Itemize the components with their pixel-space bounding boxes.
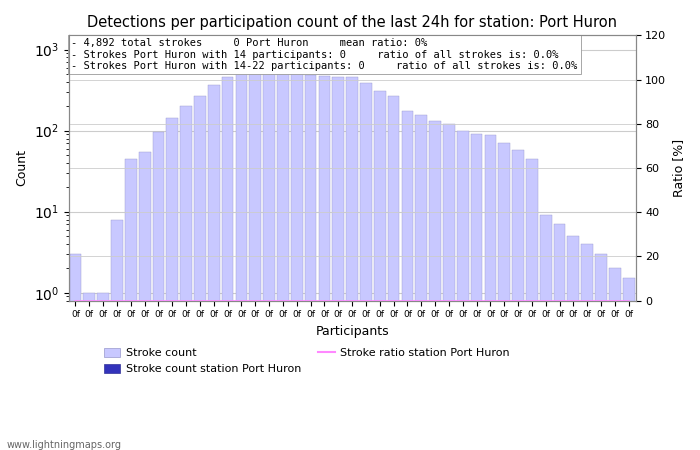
- Bar: [222, 77, 234, 450]
- Bar: [402, 111, 413, 450]
- Bar: [498, 143, 510, 450]
- Bar: [595, 254, 607, 450]
- Bar: [153, 132, 164, 450]
- Bar: [526, 159, 538, 450]
- Bar: [111, 220, 123, 450]
- Bar: [69, 254, 81, 450]
- Bar: [139, 152, 150, 450]
- Y-axis label: Count: Count: [15, 149, 28, 186]
- Text: - 4,892 total strokes     0 Port Huron     mean ratio: 0%
- Strokes Port Huron w: - 4,892 total strokes 0 Port Huron mean …: [71, 38, 578, 71]
- Bar: [346, 77, 358, 450]
- X-axis label: Participants: Participants: [315, 325, 389, 338]
- Bar: [388, 96, 400, 450]
- Bar: [360, 83, 372, 450]
- Bar: [263, 63, 275, 450]
- Bar: [540, 216, 552, 450]
- Bar: [236, 71, 247, 450]
- Bar: [568, 236, 579, 450]
- Bar: [484, 135, 496, 450]
- Bar: [443, 124, 455, 450]
- Bar: [304, 75, 316, 450]
- Bar: [332, 77, 344, 450]
- Bar: [180, 106, 192, 450]
- Bar: [512, 150, 524, 450]
- Legend: Stroke count, Stroke count station Port Huron, Stroke ratio station Port Huron: Stroke count, Stroke count station Port …: [99, 343, 514, 378]
- Bar: [623, 279, 635, 450]
- Bar: [470, 135, 482, 450]
- Bar: [429, 122, 441, 450]
- Bar: [208, 85, 220, 450]
- Bar: [415, 115, 427, 450]
- Bar: [277, 69, 289, 450]
- Bar: [609, 268, 621, 450]
- Text: www.lightningmaps.org: www.lightningmaps.org: [7, 440, 122, 450]
- Bar: [554, 224, 566, 450]
- Bar: [83, 293, 95, 450]
- Bar: [291, 72, 302, 450]
- Title: Detections per participation count of the last 24h for station: Port Huron: Detections per participation count of th…: [87, 15, 617, 30]
- Bar: [194, 96, 206, 450]
- Bar: [125, 159, 136, 450]
- Bar: [581, 244, 593, 450]
- Bar: [249, 68, 261, 450]
- Y-axis label: Ratio [%]: Ratio [%]: [672, 139, 685, 197]
- Bar: [167, 117, 178, 450]
- Bar: [318, 76, 330, 450]
- Bar: [457, 130, 468, 450]
- Bar: [97, 293, 109, 450]
- Bar: [374, 91, 386, 450]
